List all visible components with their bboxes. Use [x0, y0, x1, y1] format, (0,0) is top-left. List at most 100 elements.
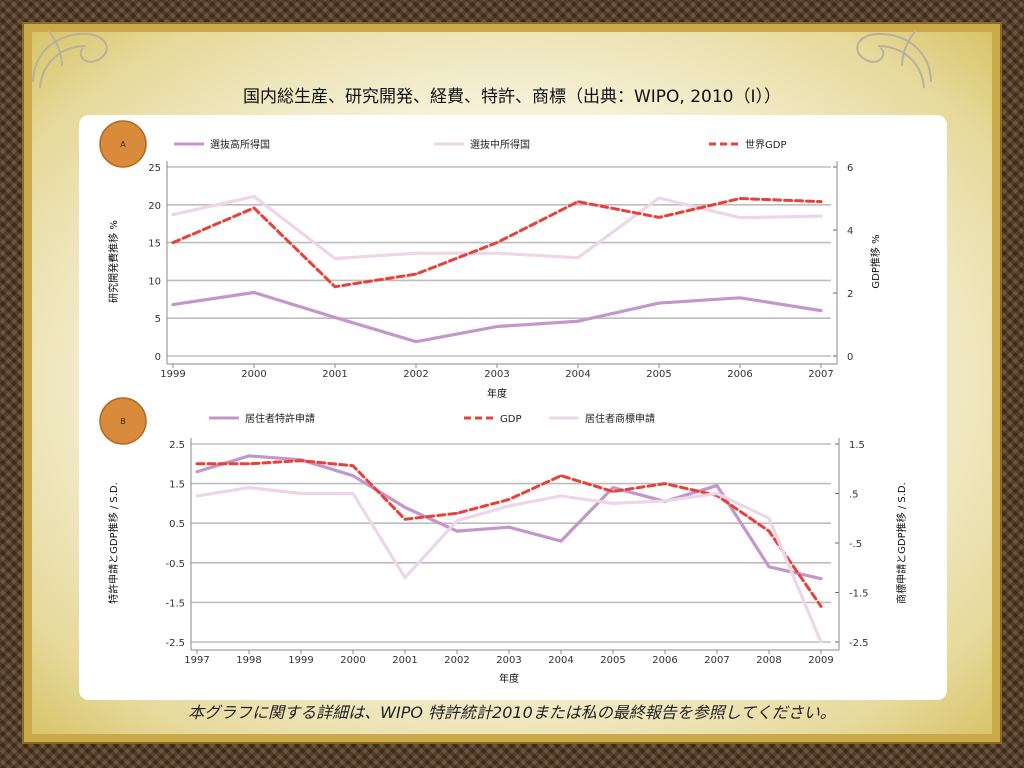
data-point — [657, 196, 661, 200]
corner-ornament-left — [32, 29, 108, 89]
x-axis-label: 年度 — [487, 387, 507, 400]
series-line-1 — [171, 290, 823, 344]
data-point — [351, 474, 355, 477]
x-tick-label: 2003 — [496, 655, 521, 666]
legend-label: 居住者商標申請 — [585, 412, 655, 425]
y-tick-label: 25 — [148, 163, 161, 174]
badge-label-A: A — [120, 140, 126, 149]
y-tick-label: 0.5 — [169, 519, 185, 530]
data-point — [819, 309, 823, 312]
data-point — [657, 216, 661, 219]
right-y-tick-label: -2.5 — [849, 638, 869, 649]
data-point — [403, 576, 407, 579]
data-point — [171, 213, 175, 216]
series-line-2 — [195, 459, 823, 608]
data-point — [819, 577, 823, 580]
x-tick-label: 2004 — [548, 655, 573, 666]
data-point — [767, 529, 771, 533]
data-point — [403, 506, 407, 509]
data-point — [495, 251, 499, 255]
badge-label-B: B — [120, 417, 126, 426]
x-tick-label: 2007 — [808, 369, 833, 380]
y-tick-label: -2.5 — [165, 638, 185, 649]
x-tick-label: 2005 — [646, 369, 671, 380]
x-tick-label: 1999 — [288, 655, 313, 666]
badge-circle-B — [99, 397, 147, 445]
data-point — [252, 195, 256, 198]
x-tick-label: 2008 — [756, 655, 781, 666]
right-y-axis-label: 商標申請とGDP推移 / S.D. — [895, 482, 908, 604]
data-point — [507, 504, 511, 508]
data-point — [663, 499, 667, 503]
data-point — [819, 214, 823, 218]
x-tick-label: 1997 — [184, 655, 209, 666]
x-tick-label: 2000 — [340, 655, 365, 666]
legend-label: 選抜中所得国 — [470, 138, 530, 151]
data-point — [171, 303, 175, 306]
series-line-1 — [195, 454, 823, 581]
right-y-axis-label: GDP推移 % — [869, 234, 882, 288]
x-tick-label: 2001 — [322, 369, 347, 380]
data-point — [767, 565, 771, 568]
right-y-tick-label: 1.5 — [849, 440, 865, 451]
x-axis-label: 年度 — [499, 672, 519, 685]
x-tick-label: 2004 — [565, 369, 590, 380]
data-point — [195, 494, 199, 498]
data-point — [576, 320, 580, 323]
y-tick-label: -1.5 — [165, 598, 185, 609]
right-y-tick-label: .5 — [849, 490, 859, 501]
series-line-2 — [171, 194, 823, 261]
data-point — [715, 484, 719, 487]
data-point — [738, 296, 742, 299]
side-mark: □ — [0, 668, 11, 681]
data-point — [333, 316, 337, 319]
data-point — [611, 486, 615, 489]
data-point — [559, 494, 563, 498]
slide-title: 国内総生産、研究開発、経費、特許、商標（出典：WIPO, 2010（I）） — [242, 87, 782, 107]
right-y-tick-label: 0 — [847, 352, 853, 363]
data-point — [767, 517, 771, 520]
right-y-tick-label: 2 — [847, 289, 853, 300]
data-point — [252, 206, 256, 210]
x-tick-label: 2005 — [600, 655, 625, 666]
y-axis-label: 特許申請とGDP推移 / S.D. — [107, 482, 120, 604]
footnote: 本グラフに関する詳細は、WIPO 特許統計2010または私の最終報告を参照してく… — [188, 703, 836, 722]
data-point — [403, 518, 407, 521]
data-point — [171, 241, 175, 244]
right-y-tick-label: -.5 — [849, 539, 862, 550]
data-point — [738, 197, 742, 200]
data-point — [663, 482, 667, 485]
x-tick-label: 2007 — [704, 655, 729, 666]
x-tick-label: 2006 — [652, 655, 677, 666]
right-y-tick-label: -1.5 — [849, 589, 869, 600]
data-point — [351, 464, 355, 467]
y-tick-label: 2.5 — [169, 440, 185, 451]
data-point — [333, 285, 337, 288]
data-point — [247, 462, 251, 465]
y-tick-label: 5 — [155, 314, 161, 325]
data-point — [819, 640, 823, 644]
x-tick-label: 2000 — [241, 369, 266, 380]
data-point — [247, 454, 251, 458]
x-tick-label: 1998 — [236, 655, 261, 666]
data-point — [414, 340, 418, 343]
legend-label: 世界GDP — [745, 139, 786, 151]
data-point — [657, 301, 661, 305]
data-point — [495, 325, 499, 328]
data-point — [611, 502, 615, 505]
x-tick-label: 1999 — [160, 369, 185, 380]
data-point — [195, 462, 199, 465]
x-tick-label: 2003 — [484, 369, 509, 380]
y-tick-label: 1.5 — [169, 480, 185, 491]
x-tick-label: 2009 — [808, 655, 833, 666]
data-point — [195, 470, 199, 473]
data-point — [455, 529, 459, 533]
data-point — [819, 200, 823, 203]
x-tick-label: 2006 — [727, 369, 752, 380]
data-point — [455, 512, 459, 515]
data-point — [559, 539, 563, 543]
right-y-tick-label: 4 — [847, 226, 853, 237]
data-point — [333, 257, 337, 260]
x-tick-label: 2001 — [392, 655, 417, 666]
y-tick-label: 20 — [148, 201, 161, 212]
